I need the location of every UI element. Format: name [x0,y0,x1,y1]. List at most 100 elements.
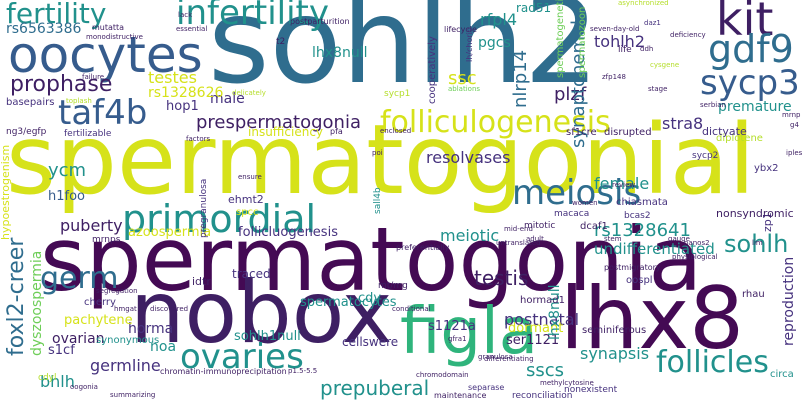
word-nanos2: nanos2 [684,239,710,247]
word-zfp148: zfp148 [602,73,626,81]
word-puberty: puberty [60,216,123,235]
word-pgcs: pgcs [478,35,511,51]
word-segregation: segregation [96,287,138,295]
word-kit: kit [716,0,774,46]
word-ensure: ensure [238,173,262,181]
word-toplash: toplash [66,97,92,105]
word-cooperatively: cooperatively [427,36,438,104]
word-h1foo: h1foo [48,189,85,204]
word-idtr: idtr [192,275,211,288]
word-male: male [210,91,245,107]
word-sall4b: sall4b [373,187,383,214]
word-chiasmata: chiasmata [616,197,668,208]
word-dictyate: dictyate [702,125,747,138]
word-life: life [618,45,632,55]
word-resolvases: resolvases [426,148,511,167]
word-hormad1: hormad1 [520,295,565,306]
word-circa: circa [770,369,794,380]
word-lim: lim [752,239,763,247]
word-bhlh: bhlh [40,372,75,391]
word-rs1328641: rs1328641 [594,220,691,241]
word-spermatocytes: spermatocytes [300,295,397,310]
word-summarizing: summarizing [110,391,156,399]
word-ddh: ddh [640,45,654,53]
word-fertility: fertility [6,0,107,30]
word-seminiferous: seminiferous [582,325,647,336]
word-premature: premature [718,99,792,115]
word-sycp1: sycp1 [384,89,411,99]
word-plzf: plzf [554,84,587,105]
word-physiological: physiological [672,253,718,261]
word-spermatozoon: spermatozoon [577,6,588,78]
word-separase: separase [468,383,505,392]
word-conditional: conditional [392,305,431,313]
word-hop1: hop1 [166,99,199,114]
word-mid-end: mid-end [504,225,533,233]
word-infertility: infertility [176,0,329,33]
word-iples: iples [786,149,803,157]
word-traced: traced [232,267,271,281]
word-oocytes: oocytes [8,26,203,84]
word-maintenance: maintenance [434,391,487,400]
word-gdf9: gdf9 [708,27,794,71]
word-failure: failure [82,73,105,81]
word-spcc: spcc [236,207,259,218]
word-ng3-egfp: ng3/egfp [6,127,47,137]
word-reconciliation: reconciliation [512,391,573,401]
word-cdy: cdy [358,291,382,306]
word-monodistructive: monodistructive [86,33,143,41]
word-granulosa: granulosa [478,353,513,361]
word-sohlh1null: sohlh1null [234,329,301,344]
word-ser1121: ser1121 [506,333,560,348]
word-oogonia: oogonia [70,383,98,391]
word-cherry: cherry [84,297,116,308]
word-t2: t2 [276,37,286,47]
word-dormant: dormant [508,321,564,336]
word-ehmt2: ehmt2 [228,193,264,206]
word-p1-5: p1.5-5.5 [288,367,318,375]
word-factors: factors [186,135,211,143]
word-testes: testes [148,68,197,87]
word-discovered: discovered [150,305,189,313]
word-pachytene: pachytene [64,313,133,328]
word-serbian: serbian [700,101,726,109]
word-essential: essential [176,25,208,33]
word-mt-mg: mt/mg [378,281,408,291]
word-chromodomain: chromodomain [416,371,469,379]
word-mitotic: mitotic [524,221,556,231]
word-reproduction: reproduction [781,256,797,346]
word-spermatogenetic: spermatogenetic [555,0,566,78]
word-nobox: nobox [130,263,393,363]
word-lifecycle: lifecycle [444,25,477,34]
word-asynchronized: asynchronized [618,0,669,7]
word-diplotene: diplotene [716,133,763,144]
word-adult: adult [526,235,544,243]
word-postparturition: postparturition [290,17,350,26]
word-foxl2-creer: foxl2-creer [4,237,29,356]
word-delicately: delicately [232,89,266,97]
word-prophase: prophase [10,72,113,97]
word-cysgene: cysgene [650,61,680,69]
word-synapsis: synapsis [580,344,650,363]
word-rs6563386: rs6563386 [6,21,82,37]
word-cdyl: cdyl [38,373,57,383]
word-gauge: gauge [668,235,690,243]
word-pfa: pfa [330,127,343,136]
word-folliculogenesis: folliculogenesis [380,105,611,140]
word-undifferentiated: undifferentiated [594,240,715,258]
word-meiosis: meiosis [512,173,642,213]
word-figla: figla [400,295,538,369]
word-ssc: ssc [448,68,477,89]
word-stage: stage [648,85,668,93]
word-untranslated: untranslated [496,239,541,247]
word-synonymous: synonymous [96,335,160,346]
word-rad51: rad51 [516,1,552,15]
word-sycp3: sycp3 [700,63,800,103]
word-basepairs: basepairs [6,97,55,108]
word-meiotic: meiotic [440,226,500,245]
word-gfra1: gfra1 [448,335,467,343]
word-seven-day-old: seven-day-old [590,25,640,33]
word-prespermatogonia: prespermatogonia [196,112,361,133]
word-daz1: daz1 [644,19,661,27]
